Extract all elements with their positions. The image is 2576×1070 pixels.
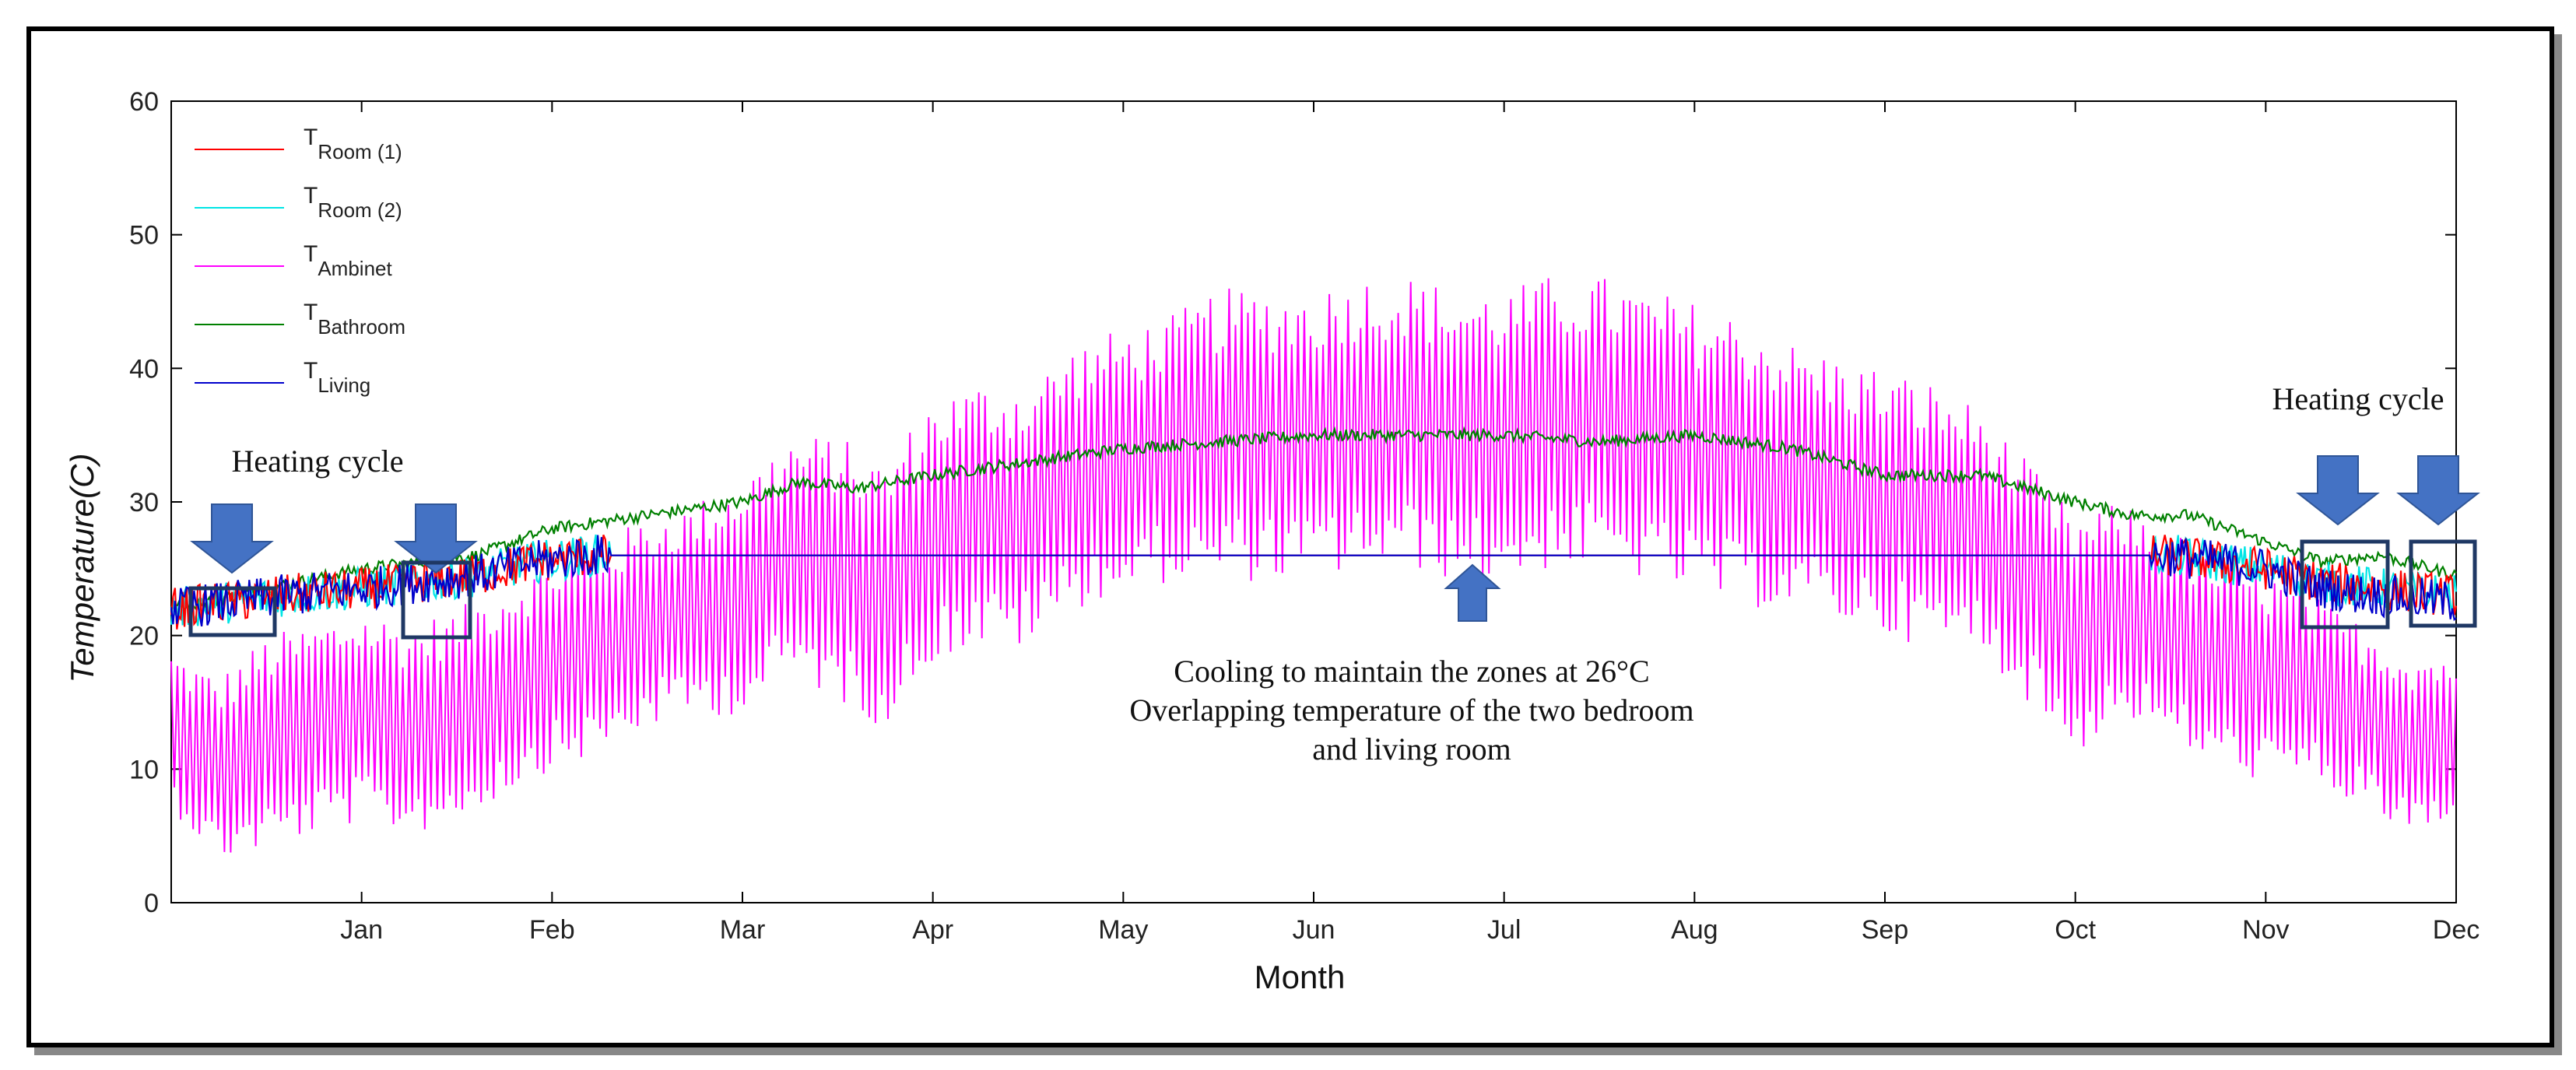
annotation-layer (188, 455, 2480, 640)
temperature-chart: 0 10 20 30 40 50 60 Jan Feb Mar Apr May Jun Jul Aug Sep… (64, 87, 2480, 995)
series-line-bathroom (170, 426, 2457, 616)
cooling-annotation-line-1: Cooling to maintain the zones at 26°C (1174, 654, 1649, 689)
x-axis-title: Month (1255, 959, 1346, 995)
x-tick-label-jan: Jan (340, 915, 383, 945)
x-tick-label-nov: Nov (2242, 915, 2289, 945)
heating-arrow-right-1 (2296, 455, 2380, 526)
chart-frame: 0 10 20 30 40 50 60 Jan Feb Mar Apr May Jun Jul Aug Sep… (26, 26, 2554, 1047)
x-tick-label-apr: Apr (912, 915, 953, 945)
y-tick-label: 50 (129, 221, 159, 251)
y-tick-label: 40 (129, 354, 159, 384)
legend-label-bathroom: TBathroom (304, 300, 405, 339)
series-line-ambinet (170, 278, 2457, 853)
x-tick-label-jun: Jun (1293, 915, 1335, 945)
heating-box-right-1 (2300, 539, 2390, 630)
legend-label-room-2: TRoom (2) (304, 183, 402, 222)
legend-label-ambinet: TAmbinet (304, 241, 392, 280)
heating-arrow-right-2 (2396, 455, 2480, 526)
cooling-arrow-up (1444, 563, 1501, 622)
y-tick-label: 20 (129, 622, 159, 651)
heating-cycle-label-right: Heating cycle (2272, 381, 2444, 416)
y-tick-label: 0 (144, 889, 159, 918)
legend: TRoom (1) TRoom (2) TAmbinet TBathroom TLivi… (195, 125, 405, 397)
y-tick-label: 60 (129, 87, 159, 117)
heating-arrow-left-2 (394, 503, 478, 574)
y-tick-label: 30 (129, 488, 159, 517)
y-tick-label: 10 (129, 755, 159, 784)
series-line-living (170, 535, 2457, 626)
heating-box-right-2 (2409, 539, 2477, 628)
series-layer (170, 278, 2458, 853)
heating-arrow-left-1 (190, 503, 274, 574)
heating-box-left-2 (401, 560, 472, 640)
legend-label-living: TLiving (304, 358, 370, 397)
x-tick-label-sep: Sep (1862, 915, 1909, 945)
x-tick-label-feb: Feb (529, 915, 575, 945)
heating-box-left-1 (188, 586, 277, 637)
x-tick-label-mar: Mar (720, 915, 766, 945)
legend-label-room-1: TRoom (1) (304, 125, 402, 163)
x-tick-label-dec: Dec (2433, 915, 2479, 945)
cooling-annotation-line-2: Overlapping temperature of the two bedro… (1129, 693, 1693, 728)
axes-layer: 0 10 20 30 40 50 60 Jan Feb Mar Apr May Jun Jul Aug Sep… (129, 87, 2479, 945)
x-tick-label-may: May (1098, 915, 1148, 945)
heating-cycle-label-left: Heating cycle (232, 444, 404, 479)
cooling-annotation-line-3: and living room (1312, 731, 1511, 767)
y-axis-title: Temperature(C) (64, 454, 100, 683)
x-tick-label-oct: Oct (2055, 915, 2096, 945)
x-tick-label-jul: Jul (1487, 915, 1521, 945)
x-tick-label-aug: Aug (1671, 915, 1718, 945)
